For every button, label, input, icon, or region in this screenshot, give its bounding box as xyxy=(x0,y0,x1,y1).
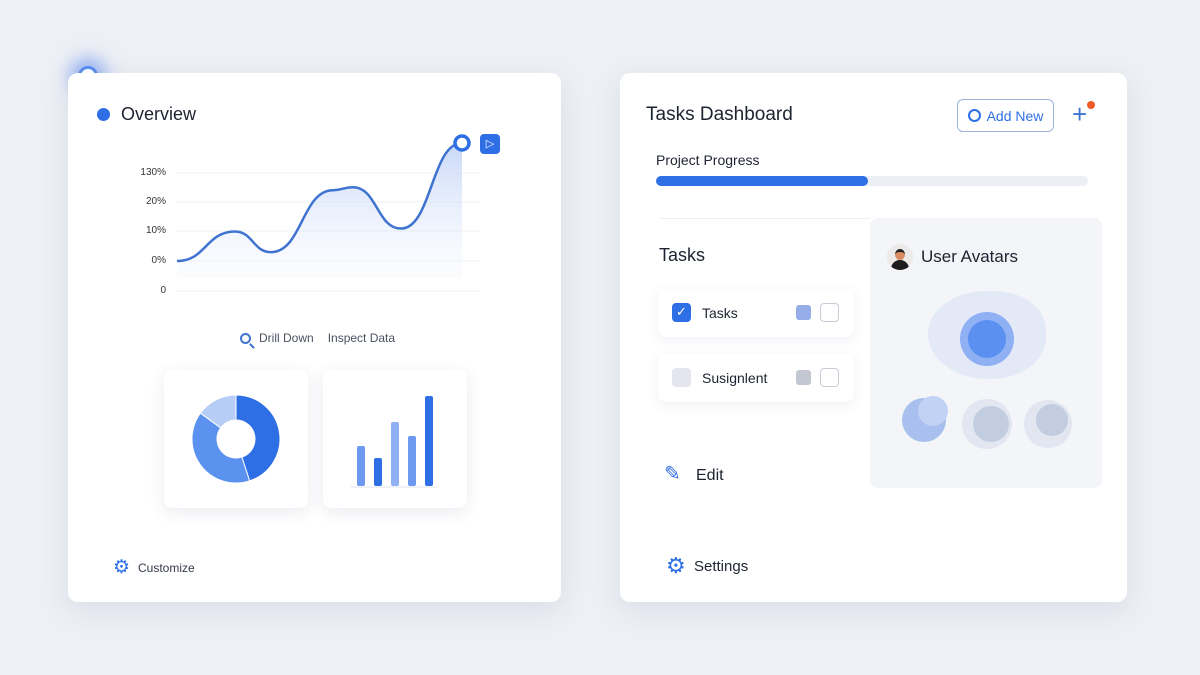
avatar-placeholder[interactable] xyxy=(1024,400,1072,448)
chart-line xyxy=(176,141,463,263)
progress-label: Project Progress xyxy=(656,152,760,168)
chart-endpoint-marker[interactable] xyxy=(453,134,471,152)
task-item[interactable]: ✓ Tasks xyxy=(658,289,854,337)
pencil-icon[interactable]: ✎ xyxy=(664,463,681,485)
task-checkbox[interactable] xyxy=(820,368,839,387)
notification-badge xyxy=(1087,101,1095,109)
tag-icon xyxy=(796,370,811,385)
line-chart[interactable] xyxy=(68,73,561,333)
bar-chart xyxy=(351,396,437,488)
bar xyxy=(391,422,399,486)
y-tick-label: 20% xyxy=(145,196,166,207)
avatar-placeholder xyxy=(918,396,948,426)
tag-icon xyxy=(796,305,811,320)
task-checkbox-checked[interactable]: ✓ xyxy=(672,303,691,322)
y-tick-label: 10% xyxy=(145,225,166,236)
y-tick-label: 0% xyxy=(151,255,166,266)
tasks-title: Tasks xyxy=(659,245,706,265)
overview-card: Overview ▷ 130% 20% 10% 0% 0 Drill Down Insp… xyxy=(68,73,561,602)
bar-chart-card[interactable] xyxy=(323,370,467,508)
avatar-placeholder[interactable] xyxy=(960,312,1014,366)
task-label: Susignlent xyxy=(702,370,768,386)
donut-chart-card[interactable] xyxy=(164,370,308,508)
donut-slice xyxy=(191,412,251,484)
project-progress-bar xyxy=(656,176,1088,186)
bar xyxy=(425,396,433,486)
user-avatars-panel: User Avatars xyxy=(870,218,1102,488)
donut-slice xyxy=(199,394,237,429)
divider xyxy=(660,218,870,219)
settings-button[interactable]: Settings xyxy=(694,558,749,575)
add-new-button[interactable]: Add New xyxy=(957,99,1054,132)
edit-button[interactable]: Edit xyxy=(696,467,724,484)
bar xyxy=(408,436,416,486)
task-checkbox-unchecked[interactable] xyxy=(672,368,691,387)
gear-icon[interactable]: ⚙ xyxy=(113,557,131,578)
search-icon xyxy=(240,332,255,349)
tasks-dashboard-card: Tasks Dashboard Add New + Project Progre… xyxy=(620,73,1127,602)
plus-icon[interactable]: + xyxy=(1072,99,1088,129)
donut-slice xyxy=(235,394,281,482)
y-tick-label: 130% xyxy=(140,167,166,178)
avatar-placeholder[interactable] xyxy=(962,399,1012,449)
inspect-data-link[interactable]: Inspect Data xyxy=(327,331,396,345)
task-label: Tasks xyxy=(702,305,738,321)
avatar[interactable] xyxy=(887,244,913,270)
task-item[interactable]: Susignlent xyxy=(658,354,854,402)
play-icon[interactable]: ▷ xyxy=(480,134,500,154)
chart-area xyxy=(177,143,462,278)
dashboard-title: Tasks Dashboard xyxy=(646,104,793,125)
progress-fill xyxy=(656,176,868,186)
status-dot-icon xyxy=(97,108,110,121)
donut-chart xyxy=(191,394,281,484)
avatars-title: User Avatars xyxy=(921,247,1019,266)
bar xyxy=(374,458,382,486)
drill-down-link[interactable]: Drill Down xyxy=(259,331,314,345)
settings-gear-icon[interactable]: ⚙ xyxy=(666,553,686,578)
overview-title: Overview xyxy=(121,104,197,124)
y-tick-label: 0 xyxy=(160,285,166,296)
task-checkbox[interactable] xyxy=(820,303,839,322)
customize-button[interactable]: Customize xyxy=(138,561,195,575)
add-new-label: Add New xyxy=(986,107,1044,124)
refresh-icon xyxy=(967,109,981,122)
bar xyxy=(357,446,365,486)
